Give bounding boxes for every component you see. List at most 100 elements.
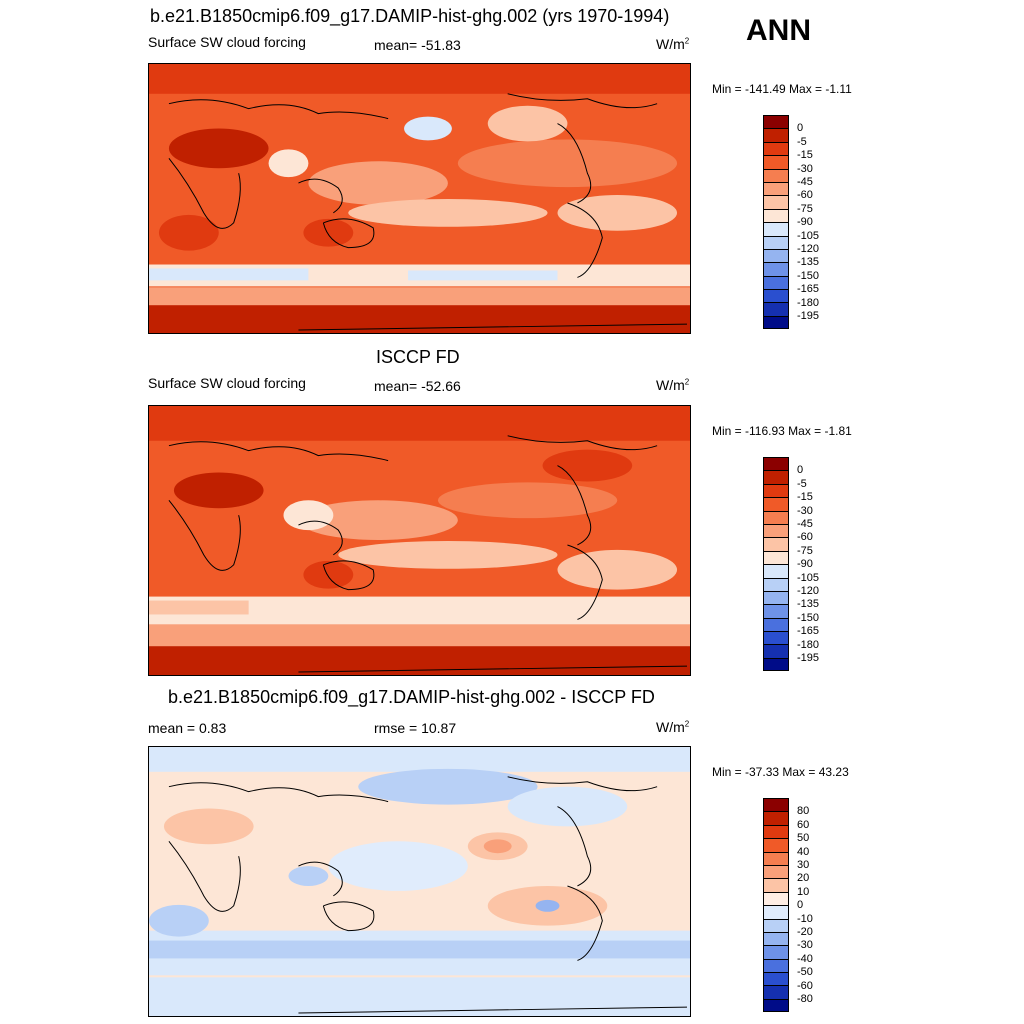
panel3-colorbar-swatch	[763, 998, 789, 1013]
panel2-colorbar-label: -30	[797, 504, 813, 517]
panel3-minmax: Min = -37.33 Max = 43.23	[712, 765, 849, 779]
panel2-colorbar-swatch	[763, 657, 789, 672]
panel3-colorbar-swatch	[763, 958, 789, 973]
panel2-colorbar-swatch	[763, 457, 789, 471]
panel1-colorbar	[763, 115, 789, 330]
season-label: ANN	[746, 14, 811, 47]
panel3-colorbar-swatch	[763, 985, 789, 999]
panel1-colorbar-swatch	[763, 155, 789, 169]
panel1-colorbar-swatch	[763, 289, 789, 303]
panel3-colorbar-swatch	[763, 811, 789, 825]
panel3-colorbar-label: 0	[797, 899, 804, 912]
panel3-colorbar-label: 80	[797, 805, 810, 818]
panel2-colorbar-label: -105	[797, 571, 820, 584]
panel1-colorbar-swatch	[763, 141, 789, 156]
panel2-minmax: Min = -116.93 Max = -1.81	[712, 424, 852, 438]
panel1-colorbar-swatch	[763, 275, 789, 290]
panel3-colorbar-swatch	[763, 945, 789, 959]
panel3-colorbar-swatch	[763, 972, 789, 986]
panel1-colorbar-label: -165	[797, 283, 820, 296]
panel2-units: W/m2	[656, 377, 690, 393]
panel2-colorbar-swatch	[763, 577, 789, 591]
panel1-colorbar-swatch	[763, 315, 789, 330]
panel2-colorbar	[763, 457, 789, 672]
panel3-colorbar-swatch	[763, 891, 789, 906]
panel3-colorbar-label: 40	[797, 845, 810, 858]
panel2-colorbar-label: -150	[797, 611, 820, 624]
panel2-colorbar-label: -60	[797, 531, 813, 544]
panel2-colorbar-swatch	[763, 550, 789, 565]
panel3-colorbar-label: -30	[797, 939, 813, 952]
panel3-colorbar-swatch	[763, 931, 789, 946]
panel3-colorbar-label: -50	[797, 966, 813, 979]
panel2-map	[148, 405, 691, 676]
panel3-colorbar-swatch	[763, 918, 789, 932]
panel1-units: W/m2	[656, 36, 690, 52]
panel1-colorbar-swatch	[763, 208, 789, 223]
panel1-colorbar-label: -120	[797, 243, 820, 255]
panel2-colorbar-label: -5	[797, 477, 807, 490]
panel1-colorbar-swatch	[763, 222, 789, 236]
panel3-colorbar-label: 50	[797, 832, 810, 845]
panel2-colorbar-label: -120	[797, 585, 820, 597]
panel3-colorbar-swatch	[763, 864, 789, 879]
panel2-colorbar-swatch	[763, 483, 789, 498]
panel1-colorbar-swatch	[763, 248, 789, 263]
panel3-colorbar-swatch	[763, 798, 789, 812]
panel2-colorbar-swatch	[763, 564, 789, 578]
panel1-colorbar-label: -105	[797, 229, 820, 242]
panel1-colorbar-swatch	[763, 235, 789, 249]
panel3-colorbar-swatch	[763, 878, 789, 892]
panel3-rmse-label: rmse = 10.87	[374, 720, 457, 736]
panel2-colorbar-swatch	[763, 470, 789, 484]
panel1-colorbar-label: -5	[797, 135, 807, 148]
panel1-mean-label: mean= -51.83	[374, 37, 461, 53]
panel2-colorbar-label: -195	[797, 652, 820, 664]
panel1-colorbar-label: -30	[797, 162, 813, 175]
panel2-colorbar-label: -75	[797, 544, 813, 557]
panel1-minmax: Min = -141.49 Max = -1.11	[712, 82, 852, 96]
panel3-mean-label: mean = 0.83	[148, 720, 227, 736]
panel3-title: b.e21.B1850cmip6.f09_g17.DAMIP-hist-ghg.…	[168, 687, 655, 707]
panel1-colorbar-label: -195	[797, 310, 820, 322]
panel2-colorbar-swatch	[763, 631, 789, 645]
panel1-colorbar-label: -60	[797, 189, 813, 202]
panel1-colorbar-label: -15	[797, 149, 813, 162]
panel1-colorbar-swatch	[763, 115, 789, 129]
panel2-variable-label: Surface SW cloud forcing	[148, 375, 306, 391]
panel3-colorbar-label: -10	[797, 912, 813, 925]
panel3-colorbar	[763, 798, 789, 1013]
panel1-colorbar-label: -180	[797, 296, 820, 309]
panel1-colorbar-swatch	[763, 195, 789, 209]
panel1-colorbar-swatch	[763, 128, 789, 142]
panel3-colorbar-label: 10	[797, 885, 810, 898]
panel1-colorbar-label: -45	[797, 176, 813, 188]
panel2-colorbar-swatch	[763, 604, 789, 618]
panel2-colorbar-swatch	[763, 617, 789, 632]
panel2-colorbar-label: -135	[797, 598, 820, 611]
panel2-colorbar-swatch	[763, 590, 789, 605]
panel3-colorbar-swatch	[763, 905, 789, 919]
panel3-colorbar-swatch	[763, 824, 789, 839]
panel2-colorbar-swatch	[763, 644, 789, 658]
panel2-colorbar-label: -165	[797, 625, 820, 638]
panel1-colorbar-label: -150	[797, 269, 820, 282]
panel3-map	[148, 746, 691, 1017]
panel3-colorbar-label: -80	[797, 993, 813, 1005]
panel2-colorbar-label: -45	[797, 518, 813, 530]
panel2-colorbar-label: 0	[797, 464, 804, 477]
panel1-map	[148, 63, 691, 334]
panel2-colorbar-swatch	[763, 497, 789, 511]
panel1-colorbar-swatch	[763, 168, 789, 182]
panel3-colorbar-label: 60	[797, 818, 810, 831]
panel1-colorbar-label: -75	[797, 202, 813, 215]
panel1-colorbar-label: -135	[797, 256, 820, 269]
panel3-colorbar-label: -40	[797, 952, 813, 965]
panel2-colorbar-swatch	[763, 510, 789, 524]
panel2-mean-label: mean= -52.66	[374, 378, 461, 394]
panel2-colorbar-swatch	[763, 537, 789, 551]
panel2-colorbar-label: -90	[797, 558, 813, 571]
panel2-colorbar-swatch	[763, 523, 789, 538]
panel3-colorbar-swatch	[763, 838, 789, 852]
panel1-colorbar-swatch	[763, 262, 789, 276]
